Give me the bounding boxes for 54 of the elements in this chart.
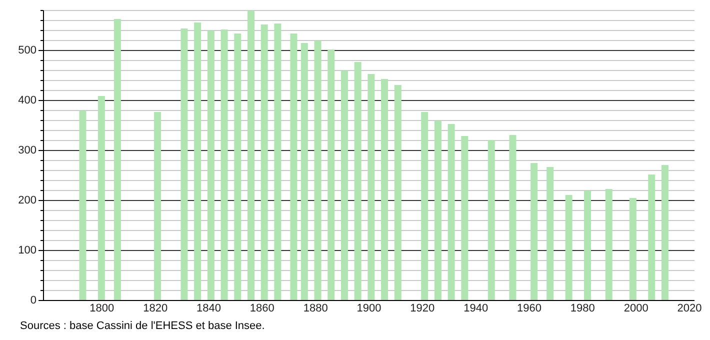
y-tick-label: 500: [18, 44, 36, 56]
x-tick-label: 1920: [410, 302, 435, 314]
bar: [180, 28, 188, 300]
bar: [394, 85, 402, 300]
bar: [530, 163, 538, 300]
x-tick-label: 1960: [517, 302, 542, 314]
bar: [648, 174, 656, 300]
bar: [314, 40, 322, 300]
bar: [434, 120, 442, 300]
x-tick-label: 1980: [570, 302, 595, 314]
bar: [629, 198, 636, 300]
y-tick-label: 300: [18, 144, 36, 156]
bar: [114, 19, 121, 300]
bar: [340, 70, 348, 300]
bar: [98, 96, 105, 300]
bar: [328, 50, 335, 300]
bar: [584, 190, 592, 300]
bar: [154, 112, 162, 300]
bar: [461, 136, 468, 300]
y-tick-label: 400: [18, 94, 36, 106]
bar: [368, 74, 375, 300]
x-tick-label: 1820: [143, 302, 168, 314]
bar: [448, 124, 455, 300]
bar: [79, 110, 86, 300]
bar: [605, 189, 612, 300]
x-tick-label: 1940: [464, 302, 488, 314]
bar: [381, 79, 388, 300]
bar: [300, 43, 308, 300]
bar: [661, 165, 668, 300]
bar: [220, 30, 228, 300]
bar: [207, 30, 214, 300]
x-tick-label: 2020: [677, 302, 702, 314]
x-tick-label: 1900: [356, 302, 382, 314]
bar: [565, 195, 572, 300]
bar: [274, 24, 282, 300]
bar: [509, 135, 516, 300]
bar: [488, 140, 495, 300]
bar: [234, 34, 242, 300]
bar: [546, 167, 554, 300]
x-tick-label: 1840: [196, 302, 221, 314]
y-tick-label: 0: [30, 294, 36, 306]
x-tick-label: 2000: [624, 302, 648, 314]
bar: [194, 22, 202, 300]
bar: [290, 34, 298, 300]
y-tick-label: 100: [18, 244, 36, 256]
bar: [354, 62, 362, 300]
source-note: Sources : base Cassini de l'EHESS et base Insee.: [20, 320, 265, 332]
x-tick-label: 1800: [90, 302, 114, 314]
x-tick-label: 1860: [250, 302, 274, 314]
y-tick-label: 200: [18, 194, 36, 206]
bar: [421, 112, 428, 300]
x-tick-label: 1880: [303, 302, 328, 314]
bar: [260, 24, 268, 300]
bar: [247, 10, 254, 300]
